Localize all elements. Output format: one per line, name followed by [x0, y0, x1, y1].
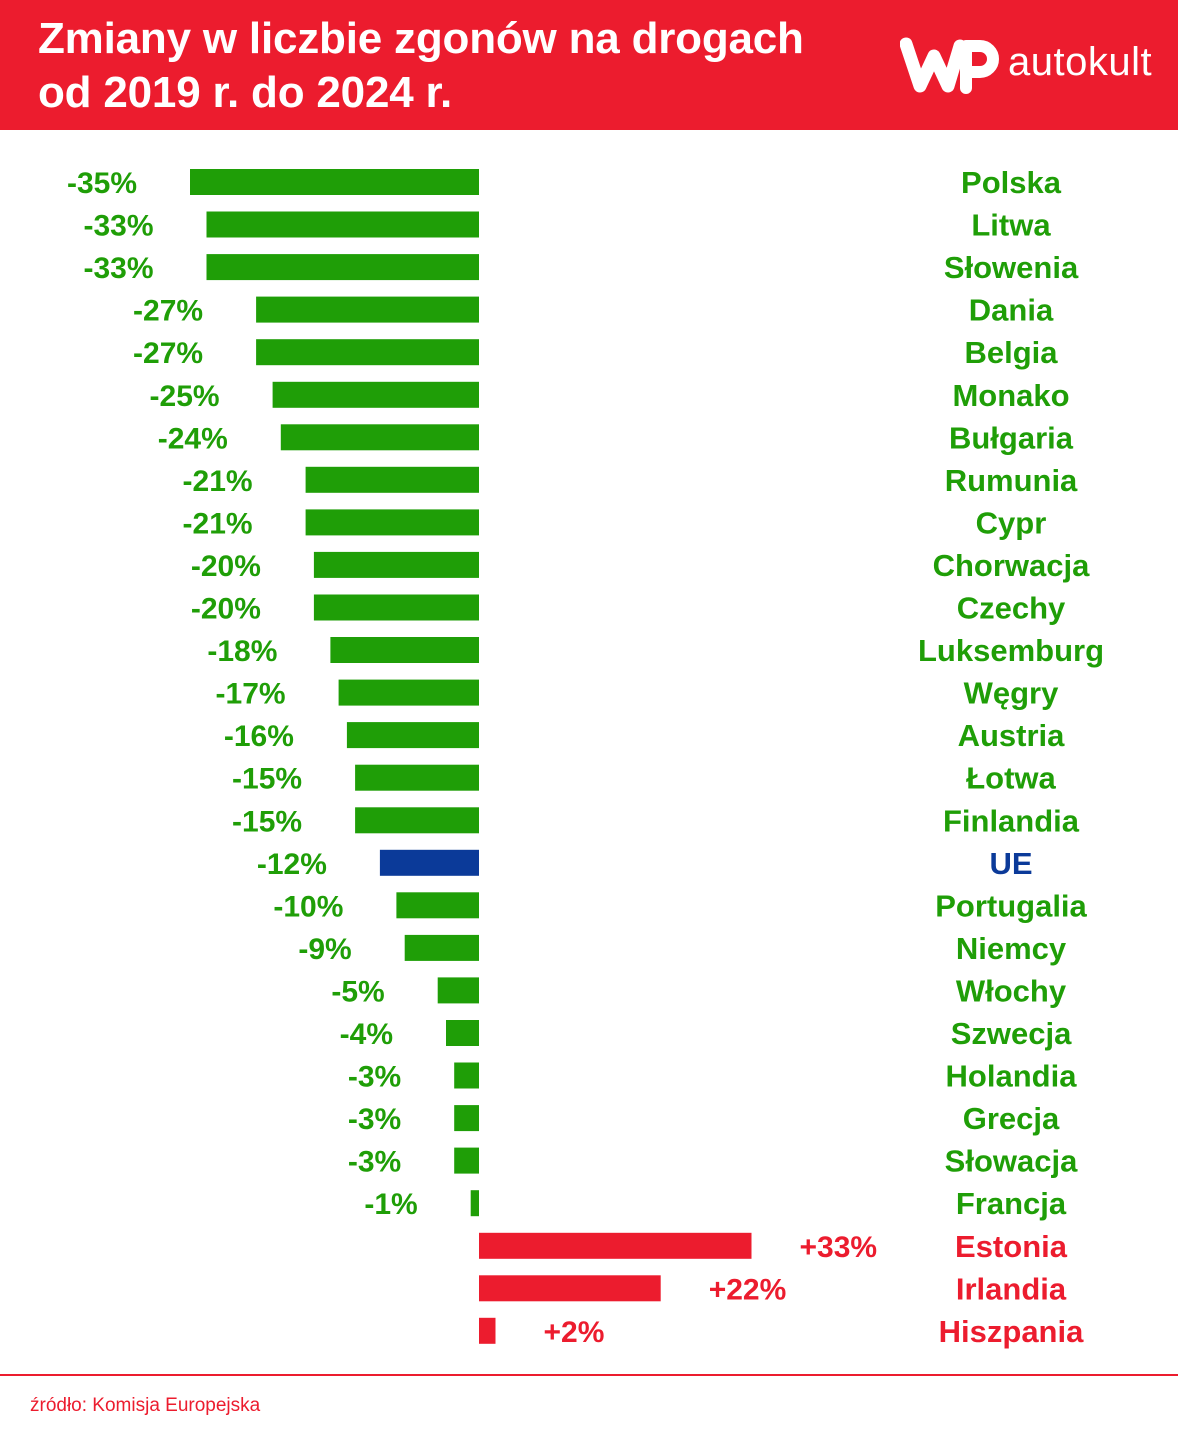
bar-rumunia	[305, 466, 479, 493]
chart-title: Zmiany w liczbie zgonów na drogach od 20…	[38, 12, 804, 120]
value-label-bułgaria: -24%	[158, 422, 228, 455]
category-label-hiszpania: Hiszpania	[939, 1314, 1084, 1349]
value-label-włochy: -5%	[331, 975, 384, 1008]
category-label-estonia: Estonia	[955, 1229, 1068, 1264]
bar-dania	[256, 296, 479, 323]
category-label-łotwa: Łotwa	[966, 761, 1056, 796]
category-label-litwa: Litwa	[971, 208, 1051, 243]
title-line-1: Zmiany w liczbie zgonów na drogach	[38, 14, 804, 63]
value-label-rumunia: -21%	[183, 465, 253, 498]
value-label-słowacja: -3%	[348, 1146, 401, 1179]
bar-litwa	[206, 211, 479, 238]
value-label-litwa: -33%	[83, 210, 153, 243]
bar-polska	[190, 169, 479, 195]
value-label-polska: -35%	[67, 167, 137, 200]
category-label-węgry: Węgry	[964, 676, 1060, 711]
value-label-finlandia: -15%	[232, 805, 302, 838]
bar-niemcy	[404, 934, 479, 961]
category-label-belgia: Belgia	[964, 335, 1058, 370]
bar-hiszpania	[479, 1317, 496, 1344]
category-label-austria: Austria	[958, 718, 1066, 753]
value-label-irlandia: +22%	[709, 1273, 787, 1306]
value-label-hiszpania: +2%	[544, 1316, 605, 1349]
value-label-słowenia: -33%	[83, 252, 153, 285]
bar-finlandia	[355, 807, 479, 834]
value-label-grecja: -3%	[348, 1103, 401, 1136]
category-label-słowenia: Słowenia	[944, 250, 1079, 285]
bar-holandia	[454, 1062, 479, 1089]
bar-portugalia	[396, 892, 479, 919]
autokult-logo: autokult	[900, 34, 1170, 96]
category-label-irlandia: Irlandia	[956, 1271, 1067, 1306]
value-label-chorwacja: -20%	[191, 550, 261, 583]
category-label-chorwacja: Chorwacja	[933, 548, 1091, 583]
value-label-dania: -27%	[133, 295, 203, 328]
bar-węgry	[338, 679, 479, 706]
category-label-niemcy: Niemcy	[956, 931, 1067, 966]
category-label-szwecja: Szwecja	[951, 1016, 1072, 1051]
category-label-rumunia: Rumunia	[945, 463, 1078, 498]
value-label-łotwa: -15%	[232, 763, 302, 796]
value-label-francja: -1%	[364, 1188, 417, 1221]
bar-szwecja	[446, 1020, 479, 1046]
bar-austria	[346, 722, 479, 749]
bar-chart: -35% Polska -33% Litwa -33% Słowenia -27% Dania…	[67, 165, 1104, 1349]
value-label-belgia: -27%	[133, 337, 203, 370]
category-label-francja: Francja	[956, 1186, 1067, 1221]
value-label-węgry: -17%	[216, 678, 286, 711]
bar-włochy	[437, 977, 479, 1004]
value-label-portugalia: -10%	[273, 890, 343, 923]
footer-divider	[0, 1374, 1178, 1376]
category-label-luksemburg: Luksemburg	[918, 633, 1104, 668]
category-label-monako: Monako	[952, 378, 1069, 413]
category-label-włochy: Włochy	[956, 973, 1067, 1008]
category-label-polska: Polska	[961, 165, 1062, 200]
source-note: źródło: Komisja Europejska	[30, 1395, 261, 1416]
category-label-słowacja: Słowacja	[945, 1144, 1078, 1179]
header-banner: Zmiany w liczbie zgonów na drogach od 20…	[0, 0, 1178, 130]
value-label-luksemburg: -18%	[207, 635, 277, 668]
category-label-czechy: Czechy	[957, 591, 1066, 626]
bar-chorwacja	[313, 551, 479, 578]
category-label-ue: UE	[989, 846, 1032, 881]
bar-cypr	[305, 509, 479, 536]
bar-irlandia	[479, 1275, 661, 1302]
bar-bułgaria	[280, 424, 479, 451]
value-label-szwecja: -4%	[340, 1018, 393, 1051]
bar-łotwa	[355, 764, 479, 791]
bar-francja	[470, 1190, 479, 1217]
bar-czechy	[313, 594, 479, 621]
category-label-grecja: Grecja	[963, 1101, 1060, 1136]
bar-słowenia	[206, 254, 479, 281]
bar-belgia	[256, 339, 479, 366]
category-label-bułgaria: Bułgaria	[949, 420, 1074, 455]
bar-ue	[379, 849, 479, 876]
value-label-monako: -25%	[150, 380, 220, 413]
title-line-2: od 2019 r. do 2024 r.	[38, 68, 453, 117]
logo-text: autokult	[1008, 40, 1153, 84]
value-label-niemcy: -9%	[298, 933, 351, 966]
category-label-portugalia: Portugalia	[935, 888, 1087, 923]
bar-grecja	[454, 1105, 479, 1132]
category-label-finlandia: Finlandia	[943, 803, 1080, 838]
value-label-czechy: -20%	[191, 593, 261, 626]
wp-logo-icon	[900, 37, 999, 94]
value-label-ue: -12%	[257, 848, 327, 881]
bar-słowacja	[454, 1147, 479, 1174]
value-label-austria: -16%	[224, 720, 294, 753]
value-label-cypr: -21%	[183, 507, 253, 540]
bar-estonia	[479, 1232, 752, 1259]
bar-luksemburg	[330, 637, 479, 663]
value-label-estonia: +33%	[800, 1231, 878, 1264]
category-label-holandia: Holandia	[946, 1059, 1078, 1094]
category-label-cypr: Cypr	[976, 505, 1047, 540]
category-label-dania: Dania	[969, 293, 1054, 328]
value-label-holandia: -3%	[348, 1061, 401, 1094]
bar-monako	[272, 381, 479, 408]
